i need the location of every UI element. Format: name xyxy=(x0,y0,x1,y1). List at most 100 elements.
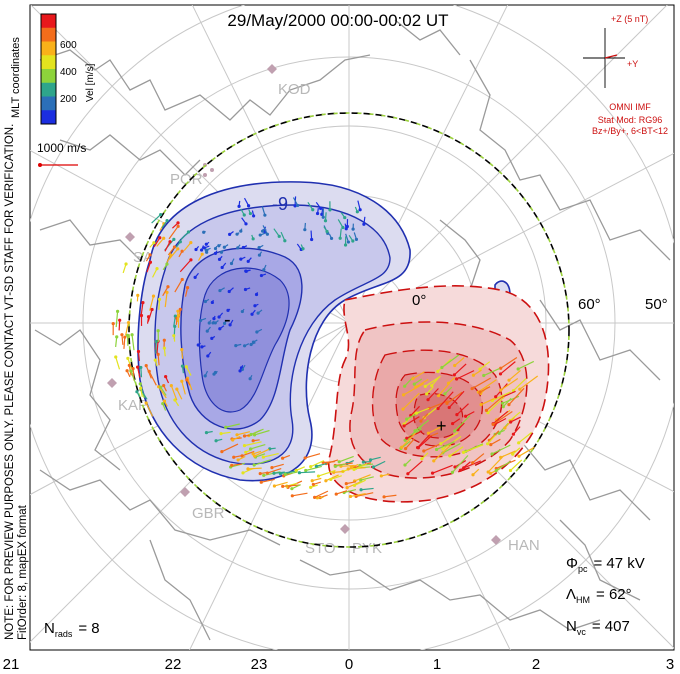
mlt-axis-label: 23 xyxy=(251,656,268,673)
stat-subscript: HM xyxy=(576,595,590,605)
velocity-vector xyxy=(325,474,339,482)
velocity-vector xyxy=(339,228,342,239)
velocity-vector xyxy=(221,249,224,253)
velocity-vector xyxy=(115,336,118,348)
hm-boundary xyxy=(128,112,570,548)
velocity-vector xyxy=(405,438,415,450)
velocity-vector xyxy=(444,386,453,395)
velocity-vector xyxy=(197,253,203,261)
velocity-vector xyxy=(248,209,251,214)
vector-origin xyxy=(219,432,223,436)
velocity-vector xyxy=(500,450,516,458)
velocity-vector xyxy=(441,354,460,368)
velocity-vector xyxy=(238,200,241,207)
velocity-vector xyxy=(440,432,459,445)
colorbar-segment xyxy=(41,27,56,42)
mlt-axis-label: 22 xyxy=(165,656,182,673)
station-label: GBR xyxy=(192,505,225,522)
velocity-vector xyxy=(174,279,183,293)
velocity-vector xyxy=(232,435,241,441)
velocity-vector xyxy=(350,493,366,498)
velocity-vector xyxy=(211,335,216,339)
velocity-vector xyxy=(195,246,200,250)
velocity-vector xyxy=(273,228,280,237)
velocity-vector xyxy=(220,431,231,435)
station-label: POR xyxy=(170,171,203,188)
velocity-vector xyxy=(353,232,357,240)
velocity-vector xyxy=(381,473,390,477)
velocity-vector xyxy=(245,287,251,291)
velocity-vector xyxy=(406,411,421,420)
velocity-vector xyxy=(174,399,180,407)
velocity-vector xyxy=(316,462,327,467)
velocity-vector xyxy=(417,435,432,449)
velocity-vector xyxy=(299,471,316,474)
velocity-vector xyxy=(333,470,345,473)
velocity-vector xyxy=(328,233,333,239)
velocity-vector xyxy=(274,481,288,487)
velocity-vector xyxy=(183,242,192,251)
velocity-vector xyxy=(176,388,183,400)
colorbar-tick: 400 xyxy=(60,67,77,78)
velocity-vector xyxy=(262,225,268,235)
velocity-vector xyxy=(203,230,206,233)
vector-origin xyxy=(130,333,134,337)
velocity-vector xyxy=(403,416,420,427)
velocity-vector xyxy=(181,349,184,359)
velocity-vector xyxy=(429,400,449,409)
velocity-vector xyxy=(237,455,246,461)
velocity-colorbar xyxy=(40,13,57,125)
velocity-vector xyxy=(162,403,167,411)
colorbar-segment xyxy=(41,82,56,97)
velocity-vector xyxy=(420,413,429,422)
velocity-vector xyxy=(416,407,430,414)
velocity-vector xyxy=(316,208,319,214)
velocity-vector xyxy=(211,299,214,303)
velocity-vector xyxy=(255,453,266,458)
velocity-vector xyxy=(453,363,467,376)
velocity-vector xyxy=(438,384,449,397)
velocity-vector xyxy=(221,262,227,268)
stat-subscript: vc xyxy=(577,627,587,637)
velocity-vector xyxy=(255,292,259,295)
velocity-vector xyxy=(336,490,348,495)
velocity-vector xyxy=(253,439,260,442)
velocity-vector xyxy=(219,255,223,260)
velocity-vector xyxy=(355,492,374,498)
velocity-vector xyxy=(460,461,471,471)
velocity-vector xyxy=(267,468,282,474)
velocity-vector xyxy=(214,250,218,254)
velocity-vector xyxy=(463,444,484,453)
velocity-vector xyxy=(292,197,299,206)
velocity-vector xyxy=(200,317,207,322)
velocity-vector xyxy=(338,455,354,463)
colorbar-segment xyxy=(41,41,56,56)
velocity-vector xyxy=(285,471,298,475)
vector-origin xyxy=(244,269,248,273)
velocity-vector xyxy=(254,448,270,457)
velocity-vector xyxy=(166,254,172,263)
velocity-vector xyxy=(252,450,262,455)
velocity-vector xyxy=(258,244,264,249)
velocity-vector xyxy=(448,376,456,384)
velocity-vector xyxy=(318,469,336,477)
colorbar-segment xyxy=(41,110,56,125)
velocity-vector xyxy=(437,391,454,409)
velocity-vector xyxy=(478,379,497,393)
velocity-vector xyxy=(310,460,325,468)
velocity-vector xyxy=(269,447,276,450)
velocity-vector xyxy=(502,390,516,398)
imf-source: OMNI IMF xyxy=(609,102,651,112)
velocity-vector xyxy=(500,356,518,369)
velocity-vector xyxy=(463,460,482,469)
page-title: 29/May/2000 00:00-00:02 UT xyxy=(227,11,448,30)
velocity-vector xyxy=(479,386,491,393)
velocity-vector xyxy=(163,385,167,392)
velocity-vector xyxy=(165,376,170,384)
velocity-vector xyxy=(240,208,245,216)
velocity-vector xyxy=(146,262,152,273)
velocity-vector xyxy=(213,315,216,319)
velocity-vector xyxy=(146,316,150,324)
velocity-vector xyxy=(257,309,263,314)
